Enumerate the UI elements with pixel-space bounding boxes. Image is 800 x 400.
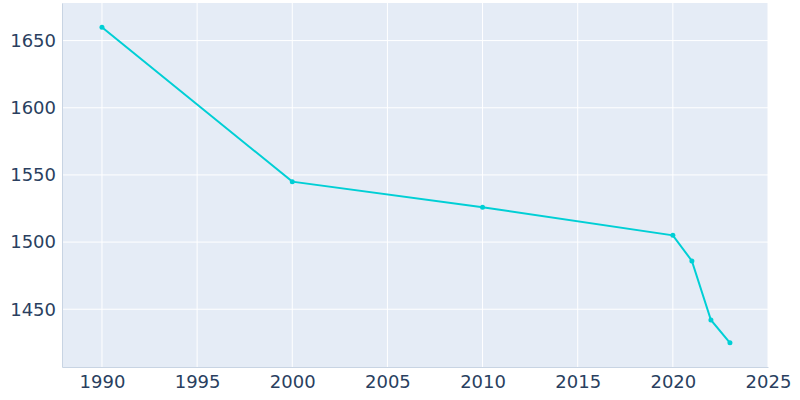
y-axis-tick-label: 1650 xyxy=(10,30,56,51)
plot-area: 1990 1995 2000 2005 2010 2015 2020 2025 1450 1500… xyxy=(10,3,791,392)
y-axis-tick: 1450 xyxy=(10,299,62,320)
x-axis-tick-label: 2015 xyxy=(555,371,601,392)
y-axis-tick-label: 1550 xyxy=(10,164,56,185)
y-axis-tick-label: 1600 xyxy=(10,97,56,118)
y-grid-line xyxy=(62,107,768,108)
marker xyxy=(290,179,295,184)
x-axis-tick: 2010 xyxy=(460,367,506,392)
x-axis-tick-label: 2005 xyxy=(365,371,411,392)
x-axis-tick: 2000 xyxy=(270,367,316,392)
x-axis: 1990 1995 2000 2005 2010 2015 2020 2025 xyxy=(63,367,792,392)
x-grid-line xyxy=(101,3,102,367)
y-grid-line xyxy=(62,242,768,243)
x-grid-line xyxy=(482,3,483,367)
x-grid-line xyxy=(768,3,769,367)
series xyxy=(99,25,732,346)
marker xyxy=(689,258,694,263)
x-grid-line xyxy=(197,3,198,367)
x-axis-tick: 2005 xyxy=(365,367,411,392)
x-axis-tick: 2015 xyxy=(555,367,601,392)
marker xyxy=(99,25,104,30)
x-grid-line xyxy=(672,3,673,367)
plot-background xyxy=(62,3,768,367)
marker xyxy=(670,233,675,238)
y-grid-line xyxy=(62,40,768,41)
y-grid-line xyxy=(62,174,768,175)
y-axis-tick: 1550 xyxy=(10,164,62,185)
y-grid-line xyxy=(62,309,768,310)
line xyxy=(102,27,730,343)
x-axis-tick: 1990 xyxy=(80,367,126,392)
marker xyxy=(480,205,485,210)
marker xyxy=(708,317,713,322)
x-axis-tick: 1995 xyxy=(175,367,221,392)
x-axis-tick-label: 2025 xyxy=(746,371,792,392)
x-axis-tick: 2020 xyxy=(650,367,696,392)
grid xyxy=(62,3,768,367)
x-axis-tick-label: 2020 xyxy=(650,371,696,392)
x-grid-line xyxy=(292,3,293,367)
x-axis-tick-label: 1995 xyxy=(175,371,221,392)
x-axis-tick-label: 2010 xyxy=(460,371,506,392)
y-axis-tick: 1600 xyxy=(10,97,62,118)
y-axis-tick-label: 1500 xyxy=(10,231,56,252)
x-axis-tick: 2025 xyxy=(746,367,792,392)
y-axis-line xyxy=(62,4,63,368)
y-axis-tick: 1650 xyxy=(10,30,62,51)
x-grid-line xyxy=(387,3,388,367)
marker xyxy=(727,340,732,345)
y-axis-tick-label: 1450 xyxy=(10,299,56,320)
x-axis-tick-label: 1990 xyxy=(80,371,126,392)
x-axis-line xyxy=(63,367,769,368)
chart-container: 1990 1995 2000 2005 2010 2015 2020 2025 1450 1500… xyxy=(0,0,800,400)
y-axis: 1450 1500 1550 1600 1650 xyxy=(10,4,62,368)
x-grid-line xyxy=(577,3,578,367)
chart-svg: 1990 1995 2000 2005 2010 2015 2020 2025 1450 1500… xyxy=(0,0,800,400)
x-axis-tick-label: 2000 xyxy=(270,371,316,392)
y-axis-tick: 1500 xyxy=(10,231,62,252)
